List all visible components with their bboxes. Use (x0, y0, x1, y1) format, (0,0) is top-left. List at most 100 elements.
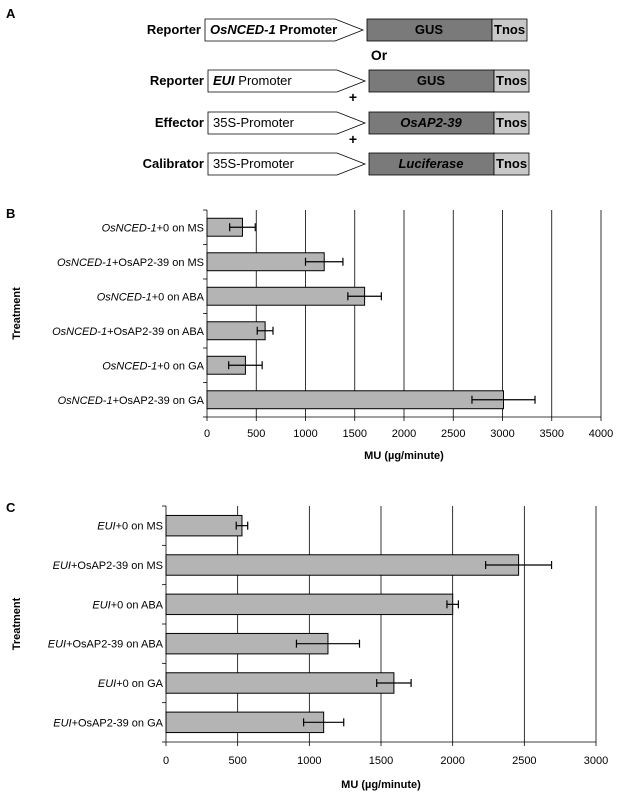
construct-row: Calibrator 35S-Promoter Luciferase Tnos (143, 152, 530, 176)
terminator-box (491, 18, 528, 42)
category-treatment: +OsAP2-39 on ABA (66, 639, 164, 651)
x-axis-title: MU (µg/minute) (341, 779, 421, 791)
category-label: EUI+0 on ABA (92, 599, 163, 611)
promoter-name: 35S-Promoter (213, 156, 295, 171)
category-gene: EUI (98, 678, 116, 690)
promoter-arrow (207, 111, 367, 135)
promoter-gene-name: EUI (213, 73, 235, 88)
bar (206, 390, 504, 410)
category-treatment: +OsAP2-39 on MS (112, 257, 204, 269)
category-gene: EUI (48, 639, 66, 651)
category-label: OsNCED-1+OsAP2-39 on GA (58, 395, 205, 407)
terminator-label: Tnos (496, 73, 527, 88)
y-axis-title: Treatment (11, 597, 23, 650)
category-label: OsNCED-1+0 on MS (102, 222, 204, 234)
category-gene: OsNCED-1 (97, 291, 152, 303)
category-label: EUI+0 on MS (97, 521, 163, 533)
construct-row: Reporter OsNCED-1 Promoter GUS Tnos (147, 18, 528, 42)
category-label: EUI+OsAP2-39 on GA (53, 717, 163, 729)
category-gene: EUI (53, 717, 71, 729)
gene-label: GUS (415, 22, 444, 37)
x-tick-label: 2500 (512, 755, 536, 767)
bar (165, 514, 243, 537)
gene-label: GUS (417, 73, 446, 88)
terminator-box (493, 69, 530, 93)
construct-role-label: Reporter (150, 73, 204, 88)
x-tick-label: 1500 (369, 755, 393, 767)
terminator-label: Tnos (496, 156, 527, 171)
construct-role-label: Effector (155, 115, 204, 130)
chart-panel-b: B 0 500 1000 1500 2000 2500 3000 3500 4000 OsNCED-… (6, 206, 613, 462)
panel-letter: B (6, 206, 15, 221)
category-treatment: +OsAP2-39 on GA (72, 717, 164, 729)
bar (165, 554, 520, 576)
construct-row: Reporter EUI Promoter GUS Tnos (150, 69, 530, 93)
promoter-arrow (207, 152, 367, 176)
category-treatment: +OsAP2-39 on MS (71, 560, 163, 572)
construct-connector: + (349, 131, 357, 147)
x-tick-label: 3500 (540, 428, 564, 440)
x-tick-label: 3000 (584, 755, 608, 767)
promoter-gene-name: OsNCED-1 (210, 22, 276, 37)
bar (165, 711, 325, 734)
category-label: EUI+OsAP2-39 on ABA (48, 639, 164, 651)
y-axis-title: Treatment (11, 287, 23, 340)
terminator-label: Tnos (494, 22, 525, 37)
x-tick-label: 2000 (440, 755, 464, 767)
category-label: OsNCED-1+OsAP2-39 on MS (57, 257, 204, 269)
category-treatment: +0 on ABA (111, 599, 164, 611)
x-tick-label: 500 (228, 755, 246, 767)
category-label: EUI+0 on GA (98, 678, 164, 690)
promoter-label: OsNCED-1 Promoter (210, 22, 337, 37)
bar (165, 593, 454, 616)
promoter-label: 35S-Promoter (213, 156, 295, 171)
promoter-label: EUI Promoter (213, 73, 292, 88)
promoter-arrow (204, 18, 365, 42)
promoter-name: Promoter (235, 73, 293, 88)
category-label: OsNCED-1+OsAP2-39 on ABA (52, 326, 205, 338)
category-gene: OsNCED-1 (102, 222, 157, 234)
panel-letter-a: A (6, 6, 16, 21)
x-tick-label: 0 (204, 428, 210, 440)
gene-label: Luciferase (398, 156, 463, 171)
category-label: OsNCED-1+0 on GA (102, 360, 204, 372)
terminator-box (493, 111, 530, 135)
construct-role-label: Calibrator (143, 156, 204, 171)
x-tick-label: 1000 (297, 755, 321, 767)
construct-row: Effector 35S-Promoter OsAP2-39 Tnos (155, 111, 530, 135)
promoter-arrow (207, 69, 367, 93)
terminator-label: Tnos (496, 115, 527, 130)
promoter-name: Promoter (276, 22, 337, 37)
category-gene: OsNCED-1 (58, 395, 113, 407)
category-treatment: +OsAP2-39 on GA (113, 395, 205, 407)
x-tick-label: 500 (247, 428, 265, 440)
category-gene: EUI (92, 599, 110, 611)
category-gene: OsNCED-1 (102, 360, 157, 372)
x-tick-label: 2500 (441, 428, 465, 440)
bar (206, 286, 366, 306)
x-tick-label: 4000 (589, 428, 613, 440)
x-tick-label: 2000 (392, 428, 416, 440)
x-tick-label: 3000 (490, 428, 514, 440)
category-treatment: +0 on GA (157, 360, 204, 372)
category-label: OsNCED-1+0 on ABA (97, 291, 205, 303)
category-gene: OsNCED-1 (57, 257, 112, 269)
panel-letter: C (6, 500, 16, 515)
x-tick-label: 1000 (293, 428, 317, 440)
promoter-label: 35S-Promoter (213, 115, 295, 130)
category-treatment: +0 on MS (116, 521, 163, 533)
category-treatment: +OsAP2-39 on ABA (107, 326, 205, 338)
construct-connector: Or (371, 47, 388, 63)
x-tick-label: 0 (163, 755, 169, 767)
x-tick-label: 1500 (343, 428, 367, 440)
bar (206, 321, 266, 341)
category-treatment: +0 on MS (157, 222, 204, 234)
category-treatment: +0 on GA (116, 678, 163, 690)
category-gene: EUI (53, 560, 71, 572)
bar (165, 672, 395, 694)
terminator-box (493, 152, 530, 176)
category-gene: EUI (97, 521, 115, 533)
construct-role-label: Reporter (147, 22, 201, 37)
